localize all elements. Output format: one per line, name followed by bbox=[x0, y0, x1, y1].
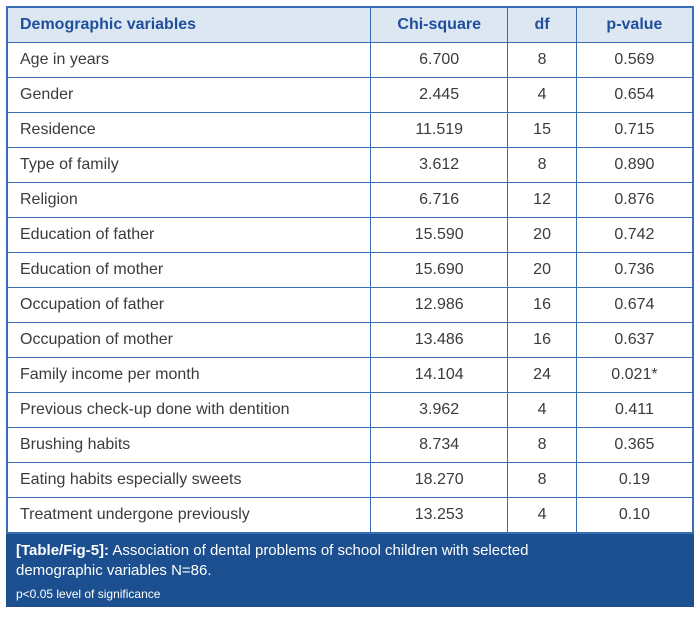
variable-cell: Occupation of mother bbox=[6, 322, 372, 358]
variable-cell: Residence bbox=[6, 112, 372, 148]
table-row: Eating habits especially sweets 18.270 8… bbox=[6, 462, 694, 498]
significance-note: p<0.05 level of significance bbox=[16, 586, 161, 601]
chi-square-cell: 3.612 bbox=[370, 147, 509, 183]
variable-cell: Previous check-up done with dentition bbox=[6, 392, 372, 428]
df-cell: 16 bbox=[507, 322, 577, 358]
p-value-cell: 0.715 bbox=[575, 112, 694, 148]
table-row: Age in years 6.700 8 0.569 bbox=[6, 42, 694, 78]
df-cell: 20 bbox=[507, 252, 577, 288]
table-row: Religion 6.716 12 0.876 bbox=[6, 182, 694, 218]
variable-cell: Brushing habits bbox=[6, 427, 372, 463]
table-row: Occupation of father 12.986 16 0.674 bbox=[6, 287, 694, 323]
variable-cell: Age in years bbox=[6, 42, 372, 78]
df-cell: 8 bbox=[507, 42, 577, 78]
variable-cell: Religion bbox=[6, 182, 372, 218]
variable-cell: Eating habits especially sweets bbox=[6, 462, 372, 498]
table-row: Occupation of mother 13.486 16 0.637 bbox=[6, 322, 694, 358]
chi-square-cell: 12.986 bbox=[370, 287, 509, 323]
chi-square-cell: 11.519 bbox=[370, 112, 509, 148]
p-value-cell: 0.890 bbox=[575, 147, 694, 183]
p-value-cell: 0.365 bbox=[575, 427, 694, 463]
p-value-cell: 0.654 bbox=[575, 77, 694, 113]
table-header-row: Demographic variables Chi-square df p-va… bbox=[6, 6, 694, 43]
variable-cell: Education of father bbox=[6, 217, 372, 253]
table-caption: [Table/Fig-5]: Association of dental pro… bbox=[16, 541, 576, 582]
df-cell: 12 bbox=[507, 182, 577, 218]
df-cell: 24 bbox=[507, 357, 577, 393]
table-caption-label: [Table/Fig-5]: bbox=[16, 542, 110, 559]
p-value-cell: 0.19 bbox=[575, 462, 694, 498]
table-row: Education of mother 15.690 20 0.736 bbox=[6, 252, 694, 288]
table-row: Treatment undergone previously 13.253 4 … bbox=[6, 497, 694, 534]
table-row: Education of father 15.590 20 0.742 bbox=[6, 217, 694, 253]
p-value-cell: 0.10 bbox=[575, 497, 694, 534]
header-cell-df: df bbox=[507, 6, 577, 43]
p-value-cell: 0.021* bbox=[575, 357, 694, 393]
chi-square-cell: 6.716 bbox=[370, 182, 509, 218]
chi-square-cell: 15.690 bbox=[370, 252, 509, 288]
variable-cell: Education of mother bbox=[6, 252, 372, 288]
statistics-table: Demographic variables Chi-square df p-va… bbox=[6, 6, 694, 534]
df-cell: 8 bbox=[507, 147, 577, 183]
chi-square-cell: 13.253 bbox=[370, 497, 509, 534]
p-value-cell: 0.876 bbox=[575, 182, 694, 218]
chi-square-cell: 8.734 bbox=[370, 427, 509, 463]
chi-square-cell: 6.700 bbox=[370, 42, 509, 78]
df-cell: 4 bbox=[507, 392, 577, 428]
p-value-cell: 0.736 bbox=[575, 252, 694, 288]
df-cell: 20 bbox=[507, 217, 577, 253]
chi-square-cell: 15.590 bbox=[370, 217, 509, 253]
table-row: Brushing habits 8.734 8 0.365 bbox=[6, 427, 694, 463]
variable-cell: Occupation of father bbox=[6, 287, 372, 323]
table-row: Previous check-up done with dentition 3.… bbox=[6, 392, 694, 428]
variable-cell: Type of family bbox=[6, 147, 372, 183]
table-row: Gender 2.445 4 0.654 bbox=[6, 77, 694, 113]
table-caption-bar: [Table/Fig-5]: Association of dental pro… bbox=[6, 534, 694, 607]
table-row: Residence 11.519 15 0.715 bbox=[6, 112, 694, 148]
df-cell: 8 bbox=[507, 427, 577, 463]
variable-cell: Treatment undergone previously bbox=[6, 497, 372, 534]
variable-cell: Family income per month bbox=[6, 357, 372, 393]
p-value-cell: 0.674 bbox=[575, 287, 694, 323]
df-cell: 15 bbox=[507, 112, 577, 148]
header-cell-p-value: p-value bbox=[575, 6, 694, 43]
table-caption-text: Association of dental problems of school… bbox=[16, 542, 529, 580]
header-cell-demographic-variables: Demographic variables bbox=[6, 6, 372, 43]
df-cell: 16 bbox=[507, 287, 577, 323]
p-value-cell: 0.411 bbox=[575, 392, 694, 428]
table-row: Family income per month 14.104 24 0.021* bbox=[6, 357, 694, 393]
df-cell: 4 bbox=[507, 77, 577, 113]
p-value-cell: 0.569 bbox=[575, 42, 694, 78]
df-cell: 4 bbox=[507, 497, 577, 534]
chi-square-cell: 13.486 bbox=[370, 322, 509, 358]
p-value-cell: 0.742 bbox=[575, 217, 694, 253]
p-value-cell: 0.637 bbox=[575, 322, 694, 358]
variable-cell: Gender bbox=[6, 77, 372, 113]
df-cell: 8 bbox=[507, 462, 577, 498]
chi-square-cell: 18.270 bbox=[370, 462, 509, 498]
table-row: Type of family 3.612 8 0.890 bbox=[6, 147, 694, 183]
chi-square-cell: 3.962 bbox=[370, 392, 509, 428]
chi-square-cell: 2.445 bbox=[370, 77, 509, 113]
header-cell-chi-square: Chi-square bbox=[370, 6, 509, 43]
chi-square-cell: 14.104 bbox=[370, 357, 509, 393]
